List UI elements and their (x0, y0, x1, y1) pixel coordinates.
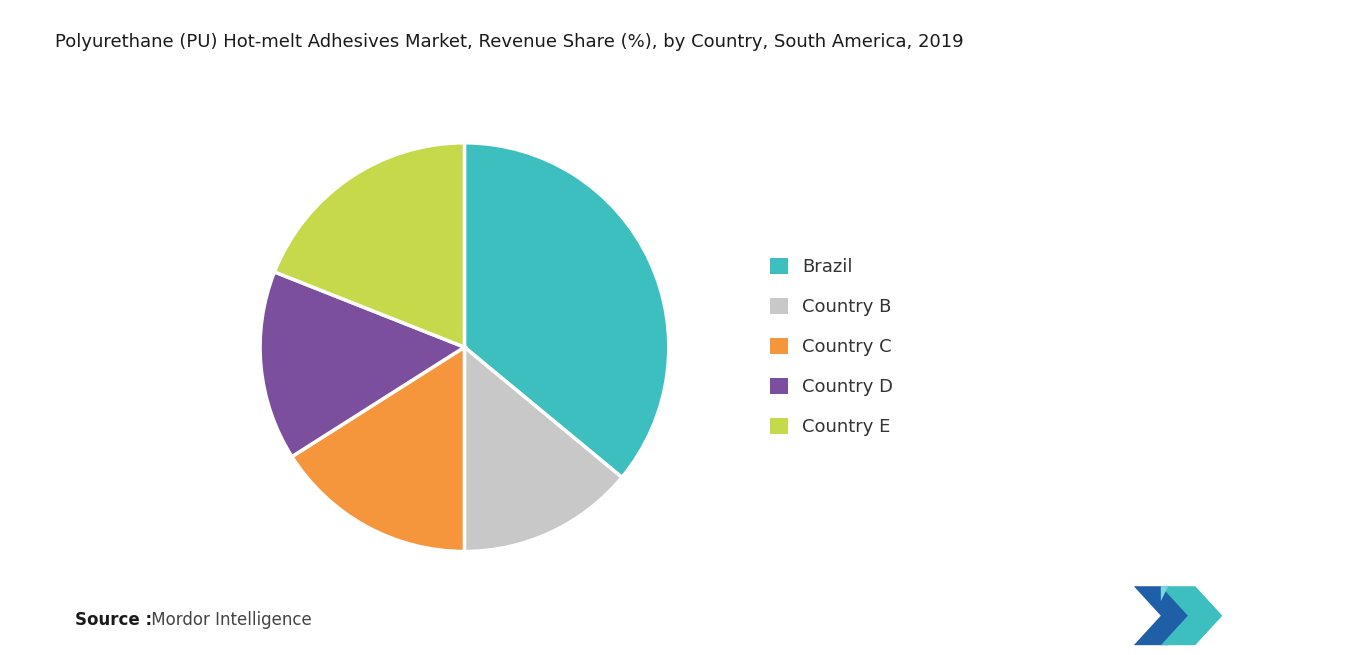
Wedge shape (260, 272, 464, 457)
Wedge shape (292, 347, 464, 552)
Wedge shape (464, 143, 669, 477)
Polygon shape (1134, 586, 1198, 645)
Wedge shape (275, 143, 464, 347)
Text: Source :: Source : (75, 611, 152, 629)
Text: Polyurethane (PU) Hot-melt Adhesives Market, Revenue Share (%), by Country, Sout: Polyurethane (PU) Hot-melt Adhesives Mar… (55, 33, 963, 50)
Polygon shape (1161, 586, 1168, 601)
Legend: Brazil, Country B, Country C, Country D, Country E: Brazil, Country B, Country C, Country D,… (770, 258, 893, 436)
Polygon shape (1161, 586, 1223, 645)
Text: Mordor Intelligence: Mordor Intelligence (146, 611, 311, 629)
Wedge shape (464, 347, 622, 552)
